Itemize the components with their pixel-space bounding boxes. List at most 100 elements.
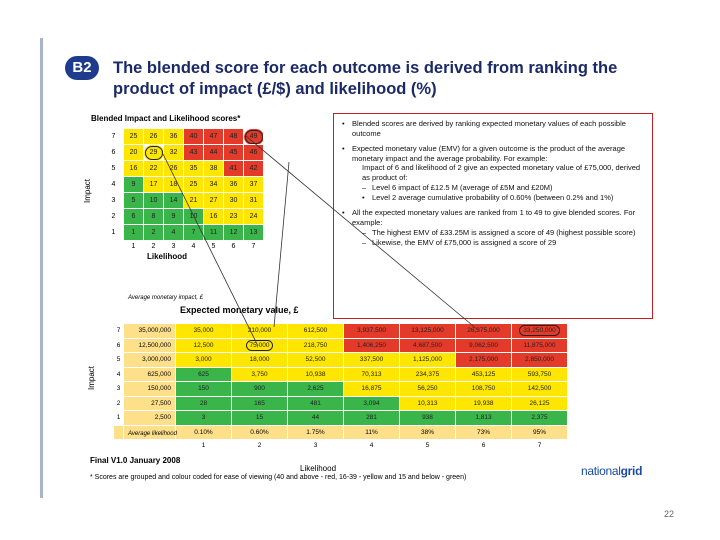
emv-row: 5 3,000,000 3,000 18,000 52,500 337,500 1,125,… — [113, 352, 568, 368]
emv-cell: 337,500 — [343, 352, 400, 368]
emv-cell: 165 — [231, 395, 288, 411]
emv-value: 15 — [255, 414, 264, 422]
matrix-cell: 37 — [243, 176, 264, 193]
emv-cell: 16,875 — [343, 381, 400, 397]
emv-value: 1,813 — [475, 414, 492, 422]
emv-value: 938 — [422, 414, 433, 422]
emv-value: 33,250,000 — [519, 325, 560, 337]
emv-average-likelihood: 0.10% — [175, 424, 232, 440]
emv-cell: 2,375 — [511, 410, 568, 426]
emv-impact-level: 6 — [113, 337, 124, 353]
emv-value: 2,375 — [531, 414, 548, 422]
emv-likelihood-tick: 1 — [175, 439, 232, 452]
matrix-row: 4 9 17 18 25 34 36 37 — [103, 176, 264, 193]
emv-impact-level: 2 — [113, 395, 124, 411]
emv-cell: 70,313 — [343, 366, 400, 382]
emv-value: 52,500 — [305, 356, 326, 364]
slide: B2 The blended score for each outcome is… — [43, 38, 665, 498]
emv-cell: 52,500 — [287, 352, 344, 368]
matrix-impact-level: 7 — [103, 128, 124, 145]
emv-average-impact: 3,000,000 — [123, 352, 176, 368]
matrix-cell: 31 — [243, 192, 264, 209]
matrix-row: 7 25 26 36 40 47 48 49 — [103, 128, 264, 145]
emv-average-likelihood: 1.75% — [287, 424, 344, 440]
emv-value: 150 — [198, 385, 209, 393]
emv-value: 35,000 — [193, 327, 214, 335]
matrix-cell: 6 — [123, 208, 144, 225]
matrix-cell: 40 — [183, 128, 204, 145]
matrix-cell: 47 — [203, 128, 224, 145]
matrix-likelihood-tick: 3 — [163, 240, 184, 252]
matrix-cell: 11 — [203, 224, 224, 241]
info-sub-bullet: Level 2 average cumulative probability o… — [352, 193, 644, 203]
emv-cell: 625 — [175, 366, 232, 382]
emv-cell: 9,062,500 — [455, 337, 512, 353]
emv-cell: 3,750 — [231, 366, 288, 382]
matrix-cell: 49 — [243, 128, 264, 145]
emv-cell: 900 — [231, 381, 288, 397]
emv-value: 234,375 — [415, 370, 440, 378]
matrix-likelihood-tick: 5 — [203, 240, 224, 252]
emv-value: 10,938 — [305, 370, 326, 378]
emv-cell: 1,125,000 — [399, 352, 456, 368]
emv-average-likelihood: 11% — [343, 424, 400, 440]
matrix-cell: 10 — [183, 208, 204, 225]
matrix-impact-level: 1 — [103, 224, 124, 241]
emv-value: 453,125 — [471, 370, 496, 378]
emv-value: 218,750 — [303, 341, 328, 349]
matrix-cell: 18 — [163, 176, 184, 193]
matrix-cell: 1 — [123, 224, 144, 241]
matrix-cell: 17 — [143, 176, 164, 193]
emv-average-likelihood: 73% — [455, 424, 512, 440]
emv-cell: 234,375 — [399, 366, 456, 382]
matrix-likelihood-tick: 2 — [143, 240, 164, 252]
matrix-cell: 42 — [243, 160, 264, 177]
matrix-likelihood-tick: 7 — [243, 240, 264, 252]
emv-value: 26,375,000 — [467, 327, 500, 335]
national-grid-logo: nationalgrid — [581, 464, 643, 478]
info-bullet: Blended scores are derived by ranking ex… — [342, 119, 644, 138]
emv-cell: 18,000 — [231, 352, 288, 368]
emv-average-impact: 27,500 — [123, 395, 176, 411]
emv-value: 3 — [201, 414, 206, 422]
info-example-text: Impact of 6 and likelihood of 2 give an … — [362, 163, 641, 182]
left-accent-bar — [40, 38, 43, 498]
explanation-box: Blended scores are derived by ranking ex… — [333, 113, 653, 319]
matrix-impact-level: 2 — [103, 208, 124, 225]
matrix-row: 6 20 29 32 43 44 45 46 — [103, 144, 264, 161]
matrix-cell: 34 — [203, 176, 224, 193]
emv-average-impact: 150,000 — [123, 381, 176, 397]
emv-cell: 612,500 — [287, 323, 344, 339]
info-sub-bullet: Likewise, the EMV of £75,000 is assigned… — [352, 238, 644, 248]
emv-value: 142,500 — [527, 385, 552, 393]
emv-cell: 26,125 — [511, 395, 568, 411]
emv-cell: 10,938 — [287, 366, 344, 382]
footnote: * Scores are grouped and colour coded fo… — [90, 474, 467, 481]
matrix-cell: 41 — [223, 160, 244, 177]
info-bullet: Expected monetary value (EMV) for a give… — [342, 144, 644, 202]
emv-average-impact: 12,500,000 — [123, 337, 176, 353]
emv-cell: 218,750 — [287, 337, 344, 353]
emv-cell: 56,250 — [399, 381, 456, 397]
emv-value: 11,875,000 — [523, 341, 556, 349]
emv-value: 56,250 — [417, 385, 438, 393]
emv-cell: 2,850,000 — [511, 352, 568, 368]
emv-value: 26,125 — [529, 399, 550, 407]
emv-row: 2 27,500 28 165 481 3,094 10,313 19,938 26,125 — [113, 395, 568, 411]
emv-value: 1,406,250 — [357, 341, 386, 349]
emv-impact-level: 5 — [113, 352, 124, 368]
matrix-cell: 16 — [203, 208, 224, 225]
emv-cell: 281 — [343, 410, 400, 426]
matrix-cell: 14 — [163, 192, 184, 209]
emv-value: 13,125,000 — [411, 327, 444, 335]
matrix-cell: 25 — [123, 128, 144, 145]
info-sub-bullet: The highest EMV of £33.25M is assigned a… — [352, 228, 644, 238]
emv-value: 16,875 — [361, 385, 382, 393]
emv-cell: 453,125 — [455, 366, 512, 382]
emv-cell: 13,125,000 — [399, 323, 456, 339]
matrix-likelihood-tick: 4 — [183, 240, 204, 252]
matrix-impact-level: 4 — [103, 176, 124, 193]
emv-cell: 75,000 — [231, 337, 288, 353]
emv-table-title: Expected monetary value, £ — [180, 305, 299, 315]
emv-value: 70,313 — [361, 370, 382, 378]
